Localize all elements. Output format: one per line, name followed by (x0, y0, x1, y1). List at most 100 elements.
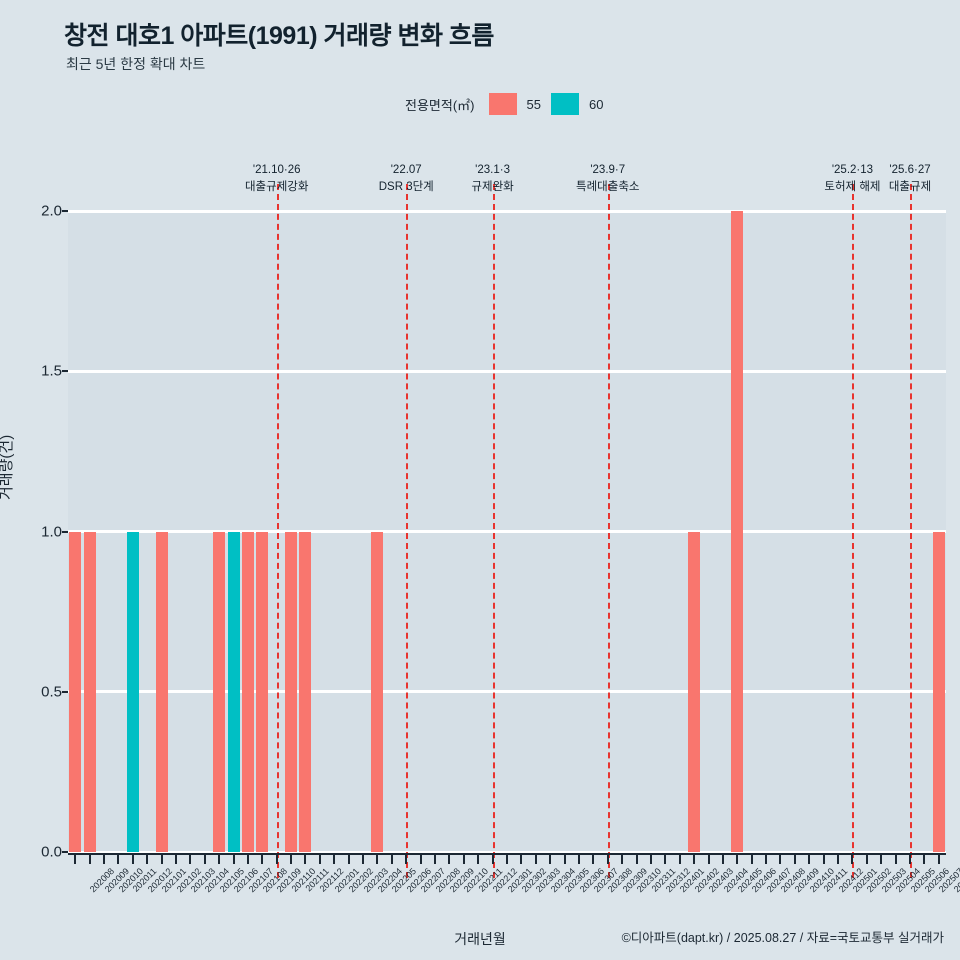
x-axis-tick-mark (678, 853, 681, 864)
event-annotation: '23.1·3 규제완화 (471, 162, 513, 195)
x-axis-tick-mark (131, 853, 134, 864)
x-axis-tick-mark (189, 853, 192, 864)
x-axis-tick-mark (146, 853, 149, 864)
chart-bar[interactable] (126, 531, 139, 852)
x-axis-tick-mark (246, 853, 249, 864)
x-axis-tick-mark (923, 853, 926, 864)
x-axis-tick-mark (851, 853, 854, 864)
event-annotation-date: '22.07 (390, 164, 422, 176)
x-axis-tick-mark (506, 853, 508, 864)
x-axis-tick-mark (520, 853, 523, 864)
chart-bar[interactable] (69, 531, 82, 852)
event-marker-line (607, 184, 610, 878)
chart-bar[interactable] (256, 531, 269, 852)
x-axis-tick-mark (88, 853, 91, 864)
event-annotation-date: '25.6·27 (889, 164, 931, 176)
event-annotation-label: DSR 3단계 (378, 180, 434, 193)
legend-swatch-60 (550, 93, 579, 115)
x-axis-tick-mark (793, 853, 796, 864)
event-annotation-date: '23.9·7 (590, 164, 626, 176)
x-axis-tick-mark (549, 853, 552, 864)
page-subtitle: 최근 5년 한정 확대 차트 (66, 56, 206, 72)
x-axis-label: 거래년월 (454, 931, 506, 947)
x-axis-tick-mark (448, 853, 451, 864)
x-axis-tick-mark (837, 853, 840, 864)
event-annotation: '25.2·13 토허제 해제 (824, 162, 880, 195)
legend-item-55[interactable]: 55 (488, 93, 541, 115)
event-annotation-date: '21.10·26 (252, 164, 301, 176)
y-axis-tick-mark (62, 690, 68, 693)
chart-bar[interactable] (731, 211, 744, 852)
x-axis-tick-mark (592, 853, 595, 864)
legend-item-60[interactable]: 60 (550, 93, 604, 115)
y-axis-tick-label: 2.0 (41, 202, 62, 220)
x-axis-tick-mark (362, 853, 365, 864)
x-axis-tick-mark (261, 853, 264, 864)
x-axis-tick-mark (434, 853, 437, 864)
chart-bar[interactable] (227, 531, 240, 852)
event-marker-line (910, 184, 913, 878)
chart-bar[interactable] (932, 531, 945, 852)
legend-swatch-55 (488, 93, 517, 115)
chart-legend: 전용면적(㎡) 55 60 (405, 93, 603, 115)
event-marker-line (276, 184, 279, 878)
x-axis-tick-mark (333, 853, 336, 864)
x-axis-tick-mark (347, 853, 350, 864)
y-axis-tick-label: 1.0 (41, 523, 62, 540)
gridline (68, 690, 946, 694)
event-annotation-label: 규제완화 (471, 180, 514, 193)
legend-label-60: 60 (588, 96, 604, 112)
x-axis-tick-mark (290, 853, 293, 864)
x-axis-tick-mark (577, 853, 580, 864)
x-axis-tick-mark (477, 853, 480, 864)
y-axis-label: 거래량(건) (0, 434, 15, 500)
event-annotation: '25.6·27 대출규제 (889, 162, 931, 195)
x-axis-tick-mark (218, 853, 221, 864)
y-axis-tick-label: 0.0 (41, 843, 62, 861)
x-axis-tick-mark (563, 853, 566, 864)
gridline (68, 209, 946, 213)
legend-label-55: 55 (526, 96, 541, 112)
event-annotation-label: 대출규제 (888, 180, 932, 193)
x-axis-tick-mark (750, 853, 753, 864)
gridline (68, 530, 946, 533)
x-axis-tick-mark (534, 853, 537, 864)
chart-bar[interactable] (241, 531, 254, 852)
x-axis-tick-mark (376, 853, 379, 864)
chart-bar[interactable] (371, 531, 384, 852)
x-axis-tick-mark (621, 853, 624, 864)
x-axis-tick-mark (865, 853, 868, 864)
chart-bar[interactable] (299, 531, 312, 852)
x-axis-tick-mark (894, 853, 897, 864)
x-axis-tick-mark (649, 853, 652, 864)
y-axis-tick-mark (62, 530, 68, 533)
event-annotation-label: 특례대출축소 (576, 180, 640, 193)
x-axis-tick-mark (318, 853, 321, 864)
x-axis-tick-mark (808, 853, 811, 864)
page-title: 창전 대호1 아파트(1991) 거래량 변화 흐름 (64, 22, 494, 50)
event-annotation-label: 대출규제강화 (244, 180, 309, 193)
x-axis-tick-mark (693, 853, 696, 864)
x-axis-tick-mark (102, 853, 105, 864)
event-annotation-label: 토허제 해제 (824, 180, 881, 193)
y-axis-tick-mark (62, 851, 68, 853)
x-axis-tick-mark (117, 853, 120, 864)
event-annotation: '23.9·7 특례대출축소 (576, 162, 639, 195)
x-axis-tick-mark (606, 853, 609, 864)
x-axis-tick-mark (707, 853, 710, 864)
x-axis-tick-mark (390, 853, 393, 864)
chart-bar[interactable] (83, 531, 96, 852)
chart-bar[interactable] (285, 531, 298, 852)
event-annotation-date: '23.1·3 (475, 164, 510, 176)
x-axis-tick-mark (462, 853, 465, 864)
chart-bar[interactable] (155, 531, 168, 852)
x-axis-tick-mark (491, 853, 494, 864)
chart-bar[interactable] (213, 531, 226, 852)
chart-bar[interactable] (688, 531, 701, 852)
x-axis-tick-mark (736, 853, 739, 864)
y-axis-tick-mark (62, 370, 68, 373)
x-axis-tick-mark (74, 853, 77, 864)
x-axis-tick-mark (635, 853, 638, 864)
x-axis-tick-mark (419, 853, 422, 864)
x-axis-tick-mark (232, 853, 235, 864)
